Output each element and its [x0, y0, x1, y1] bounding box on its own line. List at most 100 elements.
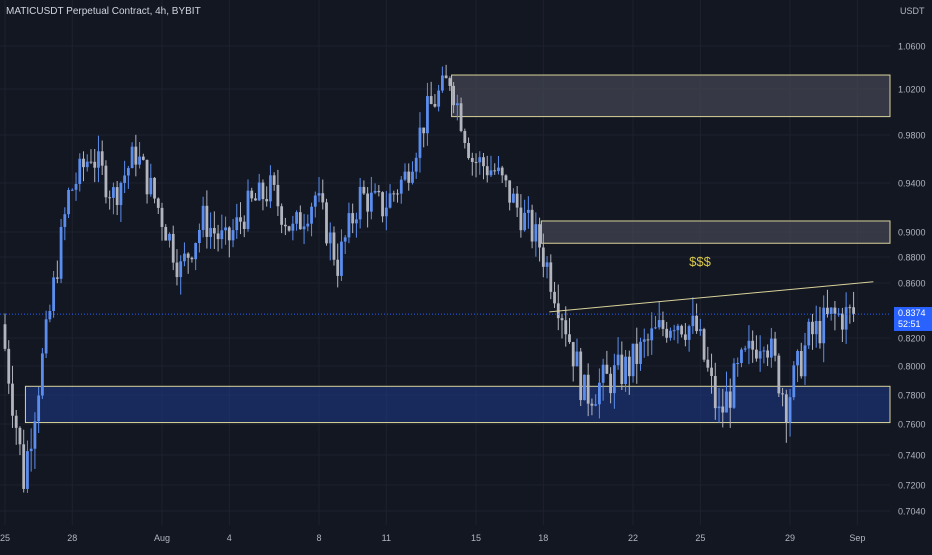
candle-body [627, 356, 631, 377]
candle-body [362, 186, 366, 194]
candle-body [515, 193, 519, 208]
candle-body [497, 167, 500, 172]
candle-body [669, 330, 672, 338]
candle-body [373, 190, 377, 193]
candle-body [418, 127, 422, 158]
candle-body [796, 350, 799, 366]
candle-body [115, 187, 119, 206]
candle-body [186, 253, 190, 258]
candle-body [463, 130, 467, 143]
candle-body [351, 213, 355, 224]
candle-body [313, 195, 317, 207]
candle-body [343, 237, 347, 242]
candle-body [340, 241, 343, 276]
candle-body [829, 307, 833, 315]
candle-body [826, 307, 829, 315]
candle-body [504, 175, 508, 181]
candle-body [586, 374, 590, 404]
candle-body [190, 257, 194, 260]
candle-body [672, 330, 676, 332]
candle-body [852, 307, 856, 314]
candle-body [485, 166, 489, 176]
candle-body [792, 365, 796, 398]
candle-body [40, 353, 44, 396]
candle-body [220, 230, 224, 240]
candle-body [470, 158, 474, 162]
candle-body [612, 365, 616, 394]
candle-body [261, 182, 265, 200]
candle-body [336, 259, 340, 276]
candle-body [549, 262, 553, 292]
candle-body [818, 320, 822, 344]
candle-body [459, 103, 463, 131]
candle-body [721, 406, 725, 413]
candle-body [639, 341, 642, 364]
time-axis[interactable]: 25 28 Aug 4 8 11 15 18 22 25 29 Sep [0, 533, 865, 543]
candle-body [642, 339, 646, 342]
candle-body [347, 213, 351, 238]
candle-body [493, 170, 497, 172]
candle-body [467, 142, 470, 159]
y-tick-label: 0.7040 [898, 507, 926, 517]
candle-body [732, 363, 736, 408]
currency-label: USDT [900, 6, 925, 16]
candle-body [773, 338, 777, 356]
candle-body [837, 313, 841, 315]
candle-body [224, 227, 227, 231]
candle-body [280, 206, 284, 225]
candle-body [833, 307, 837, 314]
price-axis[interactable]: 1.0600 1.0200 0.9800 0.9400 0.9000 0.8800 0.86… [898, 42, 926, 517]
candle-body [392, 193, 396, 195]
candle-body [822, 307, 826, 344]
candle-body [97, 151, 100, 168]
candle-body [156, 198, 160, 208]
candle-body [571, 342, 575, 367]
x-tick-label: Sep [849, 533, 865, 543]
candle-body [500, 167, 504, 176]
candle-body [564, 320, 568, 335]
candle-body [298, 212, 302, 230]
candle-body [534, 224, 538, 242]
y-tick-label: 1.0600 [898, 42, 926, 52]
candle-body [242, 221, 246, 230]
candle-body [160, 207, 164, 227]
candle-body [429, 96, 433, 104]
candle-body [67, 190, 70, 215]
candle-body [616, 354, 620, 366]
candle-body [119, 182, 123, 206]
candle-body [126, 168, 130, 176]
candle-body [489, 170, 493, 176]
y-tick-label: 1.0200 [898, 85, 926, 95]
y-tick-label: 0.8000 [898, 362, 926, 372]
candle-body [713, 376, 717, 409]
liquidity-label: $$$ [689, 254, 711, 269]
candle-body [369, 192, 373, 212]
x-tick-label: 4 [227, 533, 232, 543]
candle-body [609, 373, 613, 394]
candle-body [235, 217, 239, 231]
candle-body [7, 348, 11, 384]
candle-body [407, 171, 411, 183]
candle-body [474, 161, 478, 163]
candle-body [388, 193, 392, 208]
candle-body [246, 190, 250, 230]
candle-body [553, 291, 556, 304]
last-price-value: 0.8374 [898, 308, 926, 319]
candle-body [212, 227, 216, 234]
supply-zone [451, 74, 891, 118]
candle-body [37, 395, 41, 422]
candle-body [698, 329, 702, 332]
candle-body [283, 224, 287, 227]
candle-body [799, 350, 803, 377]
candle-body [89, 161, 93, 163]
candle-body [231, 230, 235, 241]
candle-body [848, 307, 852, 309]
candle-body [691, 315, 695, 327]
candle-body [590, 403, 594, 406]
candle-body [272, 175, 276, 185]
candle-body [426, 96, 429, 134]
y-tick-label: 0.8600 [898, 279, 926, 289]
candle-body [22, 444, 26, 489]
